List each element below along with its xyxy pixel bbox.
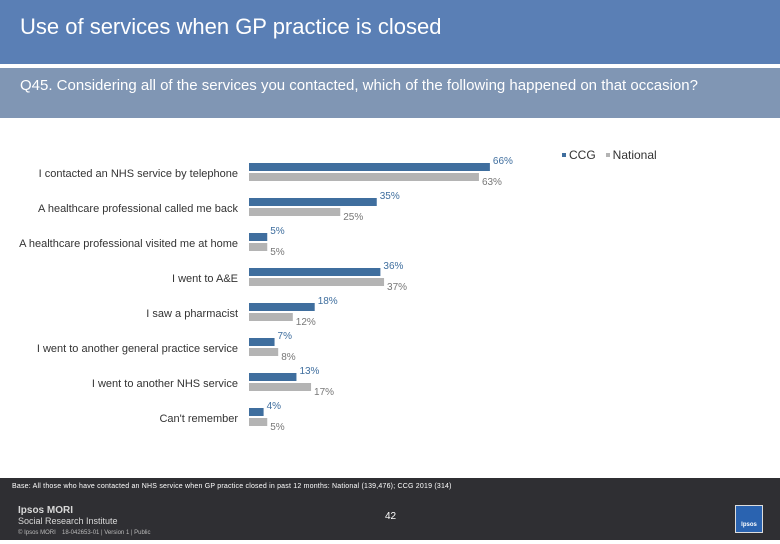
value-label-ccg: 4%: [267, 401, 282, 412]
category-label: Can't remember: [159, 413, 238, 425]
value-label-ccg: 7%: [278, 331, 293, 342]
value-label-ccg: 35%: [380, 191, 400, 202]
version-info: 18-042653-01 | Version 1 | Public: [62, 530, 151, 536]
bar-national: [249, 243, 268, 251]
legend-swatch-national: [605, 153, 610, 157]
value-label-national: 5%: [270, 247, 285, 258]
footer: Base: All those who have contacted an NH…: [0, 478, 780, 540]
base-note: Base: All those who have contacted an NH…: [12, 483, 452, 490]
bar-national: [249, 278, 385, 286]
bar-ccg: [249, 373, 297, 381]
legend-label-ccg: CCG: [569, 148, 596, 162]
category-label: I saw a pharmacist: [146, 308, 238, 320]
value-label-ccg: 18%: [318, 296, 338, 307]
bar-national: [249, 383, 312, 391]
chart-legend: CCG National: [562, 148, 657, 162]
legend-swatch-ccg: [562, 153, 566, 157]
bar-national: [249, 418, 268, 426]
legend-label-national: National: [612, 148, 657, 162]
category-label: A healthcare professional visited me at …: [19, 238, 238, 250]
bar-ccg: [249, 338, 275, 346]
category-label: I contacted an NHS service by telephone: [39, 168, 238, 180]
logo-brand: Ipsos MORI: [18, 505, 74, 516]
bar-chart: I contacted an NHS service by telephone 6…: [19, 156, 513, 433]
logo-subtitle: Social Research Institute: [18, 516, 118, 526]
bar-ccg: [249, 163, 490, 171]
bar-ccg: [249, 198, 377, 206]
bar-ccg: [249, 303, 315, 311]
category-label: I went to another NHS service: [92, 378, 238, 390]
question-text: Q45. Considering all of the services you…: [20, 77, 698, 94]
value-label-national: 37%: [387, 282, 407, 293]
bar-ccg: [249, 268, 381, 276]
value-label-ccg: 5%: [270, 226, 285, 237]
question-bar: Q45. Considering all of the services you…: [0, 68, 780, 118]
legend-item-national: National: [605, 148, 657, 162]
value-label-national: 8%: [281, 352, 296, 363]
bar-national: [249, 208, 341, 216]
bar-national: [249, 313, 293, 321]
value-label-national: 25%: [343, 212, 363, 223]
value-label-national: 5%: [270, 422, 285, 433]
value-label-national: 12%: [296, 317, 316, 328]
page-title: Use of services when GP practice is clos…: [20, 14, 442, 39]
category-label: I went to another general practice servi…: [37, 343, 238, 355]
category-label: A healthcare professional called me back: [38, 203, 238, 215]
header-bar: Use of services when GP practice is clos…: [0, 0, 780, 64]
legend-item-ccg: CCG: [562, 148, 596, 162]
page-number: 42: [385, 511, 397, 522]
bar-national: [249, 348, 279, 356]
value-label-national: 63%: [482, 177, 502, 188]
value-label-ccg: 66%: [493, 156, 513, 167]
value-label-ccg: 13%: [299, 366, 319, 377]
header-divider: [0, 64, 780, 68]
bar-ccg: [249, 233, 268, 241]
ipsos-mori-logo: Ipsos MORI Social Research Institute: [18, 505, 118, 527]
category-label: I went to A&E: [172, 273, 238, 285]
bar-national: [249, 173, 479, 181]
value-label-national: 17%: [314, 387, 334, 398]
bar-ccg: [249, 408, 264, 416]
copyright: © Ipsos MORI: [18, 530, 56, 536]
value-label-ccg: 36%: [383, 261, 403, 272]
ipsos-badge-logo: Ipsos: [735, 505, 763, 533]
